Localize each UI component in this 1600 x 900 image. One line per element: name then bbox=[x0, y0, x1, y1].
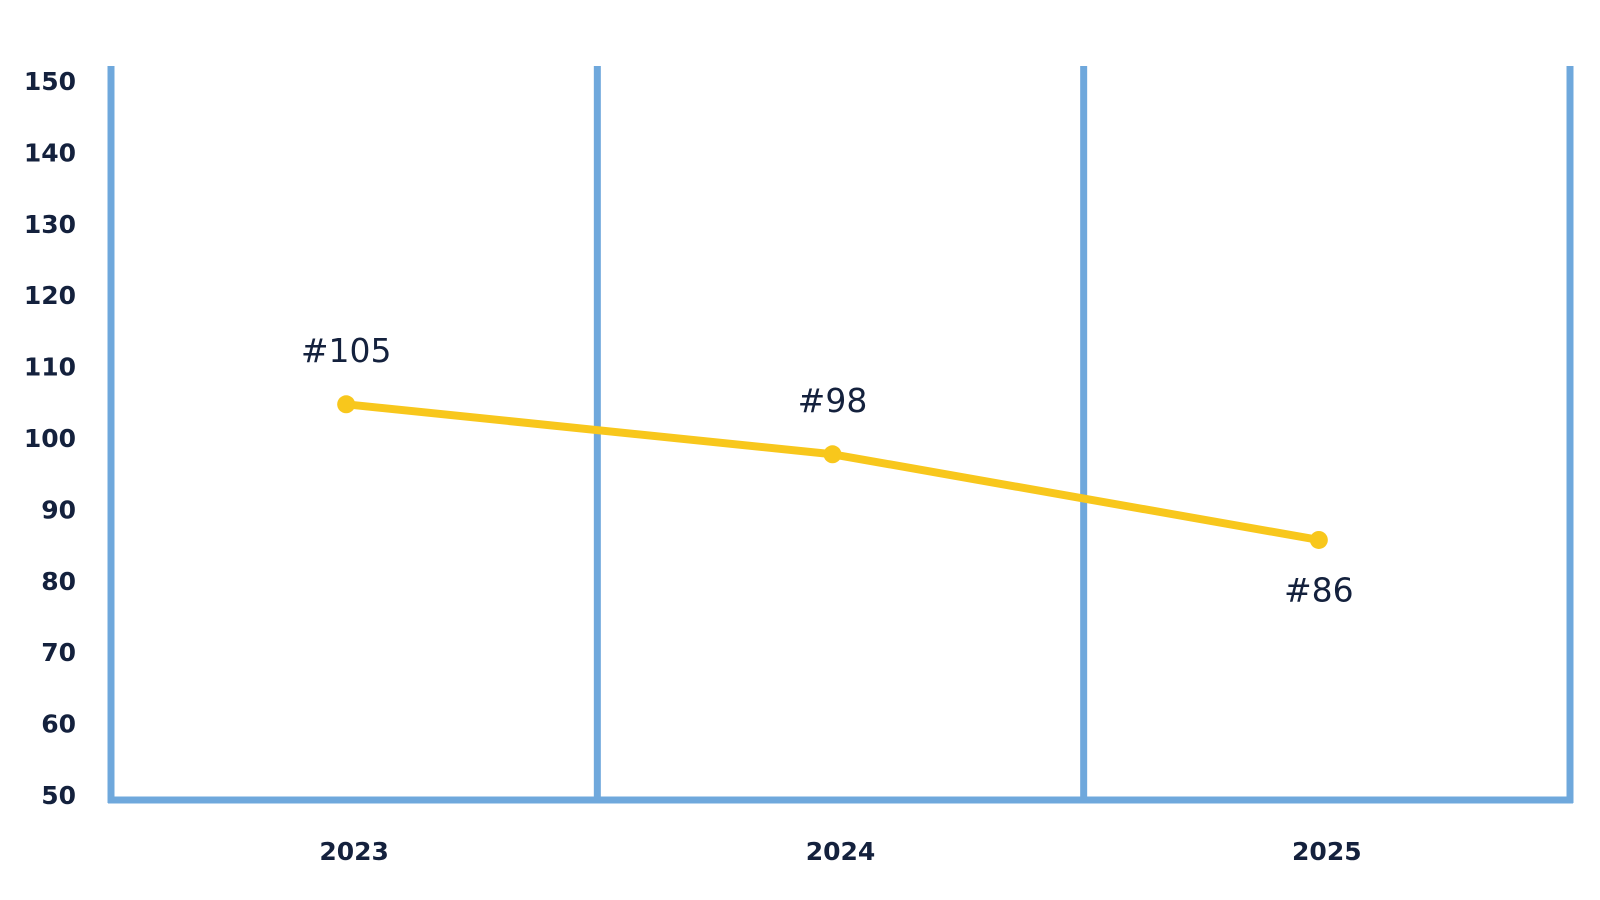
y-tick-label: 120 bbox=[24, 281, 76, 310]
line bbox=[345, 400, 1320, 544]
data-label: #98 bbox=[798, 381, 868, 420]
point bbox=[1309, 530, 1328, 549]
y-tick-label: 110 bbox=[24, 353, 76, 382]
y-tick-label: 90 bbox=[41, 495, 76, 524]
x-tick-label: 2024 bbox=[806, 837, 876, 866]
y-tick-label: 130 bbox=[24, 210, 76, 239]
y-tick-label: 60 bbox=[41, 710, 76, 739]
y-tick-label: 100 bbox=[24, 424, 76, 453]
data-label: #86 bbox=[1284, 570, 1354, 609]
x-tick-label: 2023 bbox=[319, 837, 389, 866]
y-tick-label: 150 bbox=[24, 67, 76, 96]
point bbox=[823, 445, 842, 464]
x-tick-label: 2025 bbox=[1292, 837, 1362, 866]
y-tick-label: 80 bbox=[41, 567, 76, 596]
point bbox=[337, 395, 356, 414]
y-tick-label: 50 bbox=[41, 781, 76, 810]
y-tick-label: 140 bbox=[24, 138, 76, 167]
y-tick-label: 70 bbox=[41, 638, 76, 667]
data-label: #105 bbox=[301, 331, 392, 370]
